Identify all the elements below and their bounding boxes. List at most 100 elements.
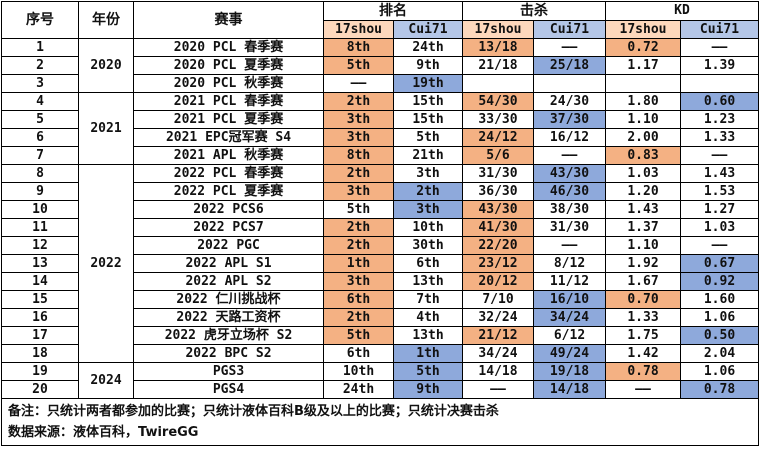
kd-cui71: 0.67 [680, 254, 759, 273]
event-name: 2020 PCL 夏季赛 [133, 56, 324, 75]
header-row: 序号 年份 赛事 排名 击杀 KD [1, 1, 759, 39]
kills-17shou: 36/30 [462, 182, 534, 201]
year-cell: 2020 [78, 38, 134, 93]
rank-cui71: 13th [393, 326, 463, 345]
kd-17shou: 0.83 [605, 146, 681, 165]
rank-17shou: 5th [323, 200, 394, 219]
row-number: 18 [1, 344, 79, 363]
event-name: PGS3 [133, 362, 324, 381]
rank-17shou: 2th [323, 308, 394, 327]
row-number: 5 [1, 110, 79, 129]
kills-17shou: 34/24 [462, 344, 534, 363]
rank-cui71: 15th [393, 110, 463, 129]
kd-17shou: 1.42 [605, 344, 681, 363]
kd-17shou: 0.78 [605, 362, 681, 381]
subheader-rank-p1: 17shou [323, 20, 394, 39]
kills-cui71: —— [533, 146, 606, 165]
table-row: 18 2022 BPC S2 6th 1th 34/24 49/24 1.42 2.04 [1, 344, 759, 363]
kills-cui71: 8/12 [533, 254, 606, 273]
kills-cui71: 16/12 [533, 128, 606, 147]
table-row: 8 2022 2022 PCL 春季赛 2th 3th 31/30 43/30 1.03 1.4… [1, 164, 759, 363]
rank-cui71: 2th [393, 182, 463, 201]
kd-17shou: 1.80 [605, 92, 681, 111]
notes-row: 备注：只统计两者都参加的比赛；只统计液体百科B级及以上的比赛；只统计决赛击杀 数据… [1, 398, 759, 446]
rank-cui71: 3th [393, 164, 463, 183]
event-name: 2021 EPC冠军赛 S4 [133, 128, 324, 147]
kills-cui71: 49/24 [533, 344, 606, 363]
kd-cui71: 1.60 [680, 290, 759, 309]
event-name: PGS4 [133, 380, 324, 399]
notes-cell: 备注：只统计两者都参加的比赛；只统计液体百科B级及以上的比赛；只统计决赛击杀 数据… [1, 398, 759, 446]
rank-17shou: 2th [323, 92, 394, 111]
table-row: 15 2022 仁川挑战杯 6th 7th 7/10 16/10 0.70 1.60 [1, 290, 759, 309]
kd-17shou: 1.03 [605, 164, 681, 183]
kd-17shou: 1.17 [605, 56, 681, 75]
kd-cui71: 1.39 [680, 56, 759, 75]
event-name: 2022 PCS7 [133, 218, 324, 237]
kd-cui71: 1.23 [680, 110, 759, 129]
rank-cui71: 24th [393, 38, 463, 57]
kills-cui71: 34/24 [533, 308, 606, 327]
year-cell: 2022 [78, 164, 134, 363]
row-number: 2 [1, 56, 79, 75]
kills-17shou: 20/12 [462, 272, 534, 291]
kills-17shou: 22/20 [462, 236, 534, 255]
rank-cui71: 1th [393, 344, 463, 363]
rank-cui71: 5th [393, 362, 463, 381]
rank-17shou: 3th [323, 182, 394, 201]
event-name: 2021 APL 秋季赛 [133, 146, 324, 165]
kd-cui71: 0.92 [680, 272, 759, 291]
subheader-kills-p1: 17shou [462, 20, 534, 39]
kd-cui71: 1.03 [680, 218, 759, 237]
kd-cui71: —— [680, 38, 759, 57]
kills-cui71: 6/12 [533, 326, 606, 345]
row-number: 17 [1, 326, 79, 345]
row-number: 8 [1, 164, 79, 183]
kd-cui71: 1.06 [680, 308, 759, 327]
rank-cui71: 5th [393, 128, 463, 147]
event-name: 2022 APL S1 [133, 254, 324, 273]
kd-17shou: —— [605, 380, 681, 399]
kills-17shou: 5/6 [462, 146, 534, 165]
kills-cui71: 11/12 [533, 272, 606, 291]
kills-17shou: 41/30 [462, 218, 534, 237]
rank-17shou: 8th [323, 146, 394, 165]
rank-17shou: 24th [323, 380, 394, 399]
kills-cui71: 31/30 [533, 218, 606, 237]
table-row: 14 2022 APL S2 3th 13th 20/12 11/12 1.67 0.92 [1, 272, 759, 291]
kills-cui71: —— [533, 38, 606, 57]
kills-cui71 [533, 74, 606, 93]
table-row: 19 2024 PGS3 10th 5th 14/18 19/18 0.78 1.06 [1, 362, 759, 399]
event-name: 2021 PCL 春季赛 [133, 92, 324, 111]
kd-cui71: —— [680, 146, 759, 165]
event-name: 2022 PCL 夏季赛 [133, 182, 324, 201]
rank-cui71: 21th [393, 146, 463, 165]
year-cell: 2024 [78, 362, 134, 399]
subheader-kd-p1: 17shou [605, 20, 681, 39]
table-row: 12 2022 PGC 2th 30th 22/20 —— 1.10 —— [1, 236, 759, 255]
rank-cui71: 19th [393, 74, 463, 93]
kd-17shou: 1.43 [605, 200, 681, 219]
rank-17shou: 2th [323, 164, 394, 183]
kills-cui71: 19/18 [533, 362, 606, 381]
kd-17shou: 1.10 [605, 110, 681, 129]
event-name: 2022 虎牙立场杯 S2 [133, 326, 324, 345]
kills-17shou: 14/18 [462, 362, 534, 381]
row-number: 4 [1, 92, 79, 111]
rank-cui71: 7th [393, 290, 463, 309]
row-number: 10 [1, 200, 79, 219]
row-number: 20 [1, 380, 79, 399]
kd-17shou: 1.37 [605, 218, 681, 237]
row-number: 14 [1, 272, 79, 291]
rank-17shou: 10th [323, 362, 394, 381]
kills-cui71: 24/30 [533, 92, 606, 111]
table-row: 9 2022 PCL 夏季赛 3th 2th 36/30 46/30 1.20 1.53 [1, 182, 759, 201]
kd-cui71: 0.60 [680, 92, 759, 111]
table-row: 1 2020 2020 PCL 春季赛 8th 24th 13/18 —— 0.72 —— [1, 38, 759, 93]
kd-17shou: 1.20 [605, 182, 681, 201]
kills-17shou: 7/10 [462, 290, 534, 309]
kd-17shou: 1.75 [605, 326, 681, 345]
kills-cui71: 37/30 [533, 110, 606, 129]
row-number: 19 [1, 362, 79, 381]
kills-cui71: 25/18 [533, 56, 606, 75]
